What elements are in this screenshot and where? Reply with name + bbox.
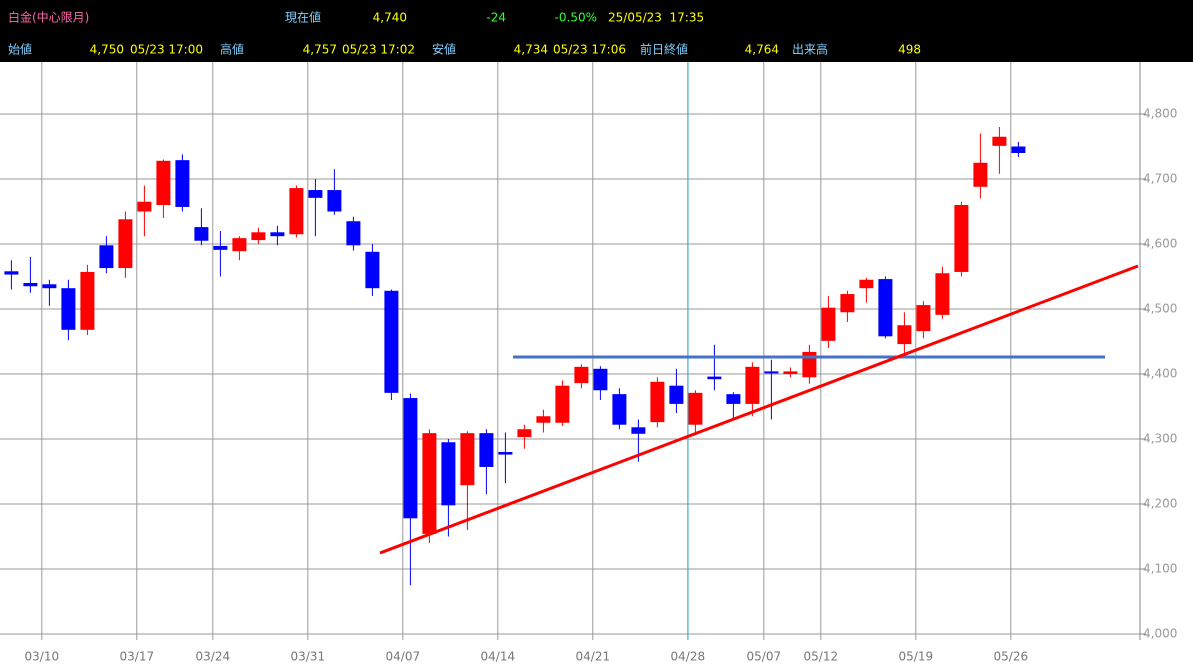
- candle-body: [441, 442, 456, 506]
- candle-body: [707, 376, 722, 380]
- candle-body: [498, 452, 513, 455]
- candle-body: [669, 385, 684, 404]
- label: 現在値: [285, 10, 321, 25]
- x-tick-label: 05/07: [747, 650, 782, 664]
- y-tick-label: 4,500: [1143, 302, 1177, 316]
- candle-body: [4, 271, 19, 275]
- candle-body: [840, 294, 855, 313]
- candle-body: [897, 325, 912, 345]
- y-tick-label: 4,200: [1143, 497, 1177, 511]
- candle-body: [859, 279, 874, 289]
- x-tick-label: 05/12: [804, 650, 839, 664]
- x-tick-label: 03/24: [196, 650, 231, 664]
- candle-body: [517, 429, 532, 438]
- candle-body: [289, 188, 304, 235]
- candle-body: [973, 162, 988, 187]
- candle-body: [650, 381, 665, 423]
- candle-body: [137, 201, 152, 212]
- plot: 4,000 4,100 4,200 4,300 4,400 4,500 4,600 4,700…: [0, 62, 1177, 664]
- y-tick-label: 4,300: [1143, 432, 1177, 446]
- candle-body: [346, 221, 361, 246]
- value: 4,764: [745, 43, 779, 57]
- candle-body: [80, 271, 95, 330]
- label: 高値: [220, 42, 244, 57]
- candle-body: [726, 394, 741, 404]
- candle-body: [992, 136, 1007, 146]
- trend-line: [379, 264, 1139, 555]
- candle-body: [954, 205, 969, 272]
- candle-body: [536, 416, 551, 423]
- x-tick-label: 03/31: [291, 650, 326, 664]
- candle-body: [631, 427, 646, 434]
- value: 4,757: [303, 43, 337, 57]
- label: 始値: [8, 42, 32, 57]
- y-tick-label: 4,400: [1143, 367, 1177, 381]
- candle-body: [612, 394, 627, 425]
- x-tick-label: 04/21: [576, 650, 611, 664]
- x-tick-label: 04/14: [481, 650, 516, 664]
- candle-body: [916, 305, 931, 332]
- x-tick-label: 04/07: [386, 650, 421, 664]
- candle-body: [99, 245, 114, 269]
- y-tick-label: 4,600: [1143, 237, 1177, 251]
- candle-body: [764, 371, 779, 374]
- candle-body: [460, 433, 475, 486]
- candle-body: [555, 385, 570, 423]
- candle-body: [821, 307, 836, 341]
- candle-body: [365, 251, 380, 289]
- y-tick-label: 4,000: [1143, 627, 1177, 641]
- candle-body: [118, 219, 133, 269]
- header-bg: [0, 0, 1193, 62]
- x-tick-label: 03/10: [25, 650, 60, 664]
- candle-body: [61, 288, 76, 330]
- candle-body: [327, 190, 342, 212]
- candle-body: [251, 232, 266, 241]
- time: 05/23 17:00: [130, 43, 203, 57]
- candle-body: [688, 392, 703, 425]
- candle-body: [23, 283, 38, 287]
- label: 前日終値: [640, 42, 688, 57]
- label: 出来高: [792, 42, 828, 57]
- y-tick-label: 4,700: [1143, 172, 1177, 186]
- candle-body: [403, 398, 418, 519]
- candle-body: [574, 366, 589, 384]
- y-tick-label: 4,100: [1143, 562, 1177, 576]
- candle-body: [42, 284, 57, 289]
- value: -24: [486, 11, 506, 25]
- candle-body: [878, 279, 893, 337]
- candle-body: [783, 371, 798, 374]
- value: 498: [898, 43, 921, 57]
- value: 4,740: [373, 11, 407, 25]
- value: -0.50%: [555, 11, 597, 25]
- x-tick-label: 05/19: [899, 650, 934, 664]
- value: 4,734: [514, 43, 548, 57]
- candle-body: [422, 433, 437, 534]
- header: 白金(中心限月) 現在値 4,740 -24 -0.50% 25/05/23 1…: [8, 10, 921, 57]
- x-tick-label: 05/26: [994, 650, 1029, 664]
- time: 05/23 17:06: [553, 43, 626, 57]
- candle-body: [935, 273, 950, 315]
- candle-body: [194, 227, 209, 241]
- candle-body: [232, 238, 247, 252]
- x-tick-label: 03/17: [120, 650, 155, 664]
- candle-body: [745, 366, 760, 404]
- candle-body: [270, 232, 285, 237]
- instrument: 白金(中心限月): [8, 10, 89, 25]
- candle-body: [479, 433, 494, 467]
- candle-body: [1011, 146, 1026, 153]
- timestamp: 25/05/23 17:35: [608, 11, 704, 25]
- candle-body: [384, 290, 399, 393]
- candle-body: [156, 160, 171, 205]
- x-tick-label: 04/28: [671, 650, 706, 664]
- value: 4,750: [90, 43, 124, 57]
- label: 安値: [432, 42, 456, 57]
- candle-body: [308, 190, 323, 198]
- candle-body: [213, 245, 228, 250]
- candle-body: [593, 368, 608, 391]
- y-tick-label: 4,800: [1143, 107, 1177, 121]
- time: 05/23 17:02: [342, 43, 415, 57]
- candle-body: [175, 160, 190, 207]
